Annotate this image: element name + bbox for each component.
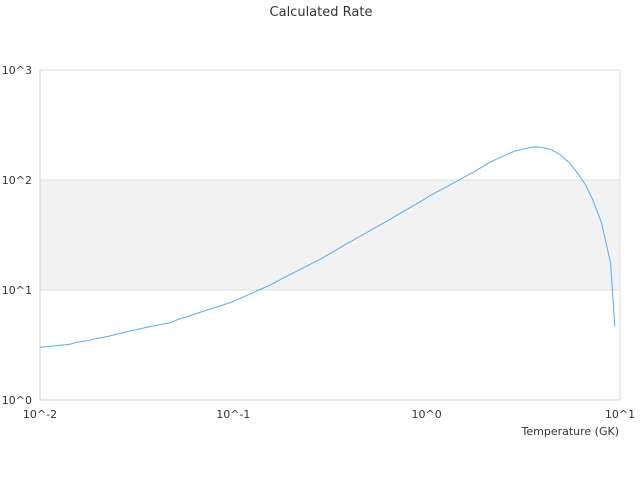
x-tick-label: 10^0: [412, 408, 442, 421]
shaded-band: [40, 180, 620, 290]
y-tick-label: 10^0: [2, 394, 32, 407]
y-tick-label: 10^2: [2, 174, 32, 187]
x-tick-label: 10^1: [605, 408, 635, 421]
plot-area: 10^0 10^1 10^2 10^3 10^-2 10^-1 10^0 10^1: [2, 64, 635, 421]
x-axis-title: Temperature (GK): [521, 425, 620, 438]
y-tick-label: 10^3: [2, 64, 32, 77]
chart-title: Calculated Rate: [270, 5, 373, 20]
y-tick-label: 10^1: [2, 284, 32, 297]
x-tick-label: 10^-2: [23, 408, 57, 421]
rate-series-line: [39, 146, 616, 348]
x-tick-label: 10^-1: [216, 408, 250, 421]
